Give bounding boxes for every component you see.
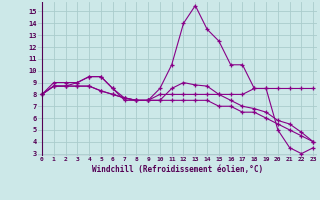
X-axis label: Windchill (Refroidissement éolien,°C): Windchill (Refroidissement éolien,°C)	[92, 165, 263, 174]
